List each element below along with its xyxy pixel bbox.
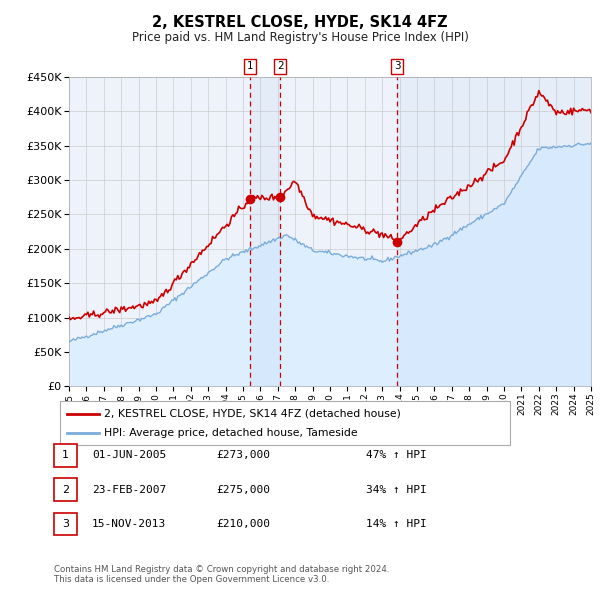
Text: Contains HM Land Registry data © Crown copyright and database right 2024.
This d: Contains HM Land Registry data © Crown c… — [54, 565, 389, 584]
Text: £275,000: £275,000 — [216, 485, 270, 494]
Text: 23-FEB-2007: 23-FEB-2007 — [92, 485, 166, 494]
Text: 2: 2 — [277, 61, 284, 71]
Text: 3: 3 — [394, 61, 401, 71]
Text: 34% ↑ HPI: 34% ↑ HPI — [366, 485, 427, 494]
Text: 1: 1 — [247, 61, 254, 71]
Text: Price paid vs. HM Land Registry's House Price Index (HPI): Price paid vs. HM Land Registry's House … — [131, 31, 469, 44]
Bar — [250, 77, 280, 386]
Text: HPI: Average price, detached house, Tameside: HPI: Average price, detached house, Tame… — [104, 428, 358, 438]
Text: £210,000: £210,000 — [216, 519, 270, 529]
Text: 3: 3 — [62, 519, 69, 529]
Text: £273,000: £273,000 — [216, 451, 270, 460]
Text: 1: 1 — [62, 451, 69, 460]
Text: 2: 2 — [62, 485, 69, 494]
Text: 15-NOV-2013: 15-NOV-2013 — [92, 519, 166, 529]
Text: 2, KESTREL CLOSE, HYDE, SK14 4FZ (detached house): 2, KESTREL CLOSE, HYDE, SK14 4FZ (detach… — [104, 409, 401, 418]
Text: 14% ↑ HPI: 14% ↑ HPI — [366, 519, 427, 529]
Text: 01-JUN-2005: 01-JUN-2005 — [92, 451, 166, 460]
Bar — [397, 77, 591, 386]
Text: 2, KESTREL CLOSE, HYDE, SK14 4FZ: 2, KESTREL CLOSE, HYDE, SK14 4FZ — [152, 15, 448, 30]
Text: 47% ↑ HPI: 47% ↑ HPI — [366, 451, 427, 460]
